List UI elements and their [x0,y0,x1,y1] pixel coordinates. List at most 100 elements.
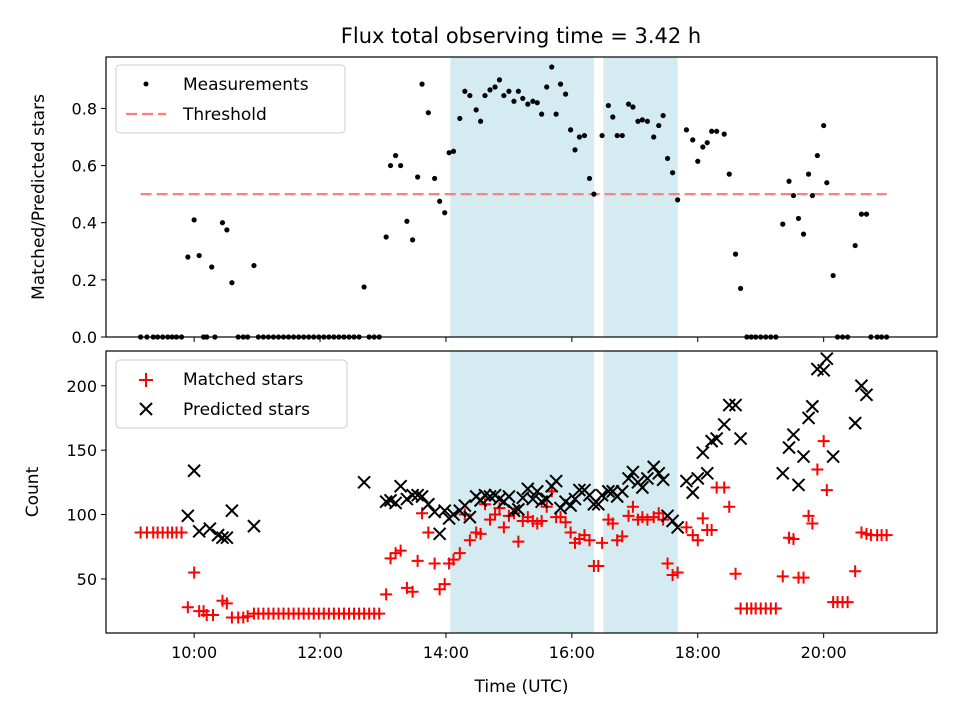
matched-star-point [207,608,220,621]
matched-star-point [188,566,201,579]
measurement-point [419,81,425,87]
measurement-point [830,272,836,279]
measurement-point [219,220,226,226]
measurement-point [656,122,662,129]
predicted-star-point [728,398,743,412]
matched-star-point [802,509,815,522]
measurement-point [196,252,202,259]
predicted-star-point [415,489,429,504]
shaded-interval-2 [603,351,678,633]
predicted-star-point [696,446,710,460]
measurement-point [496,77,503,83]
top-axes-frame [105,56,938,338]
measurement-point [383,234,389,240]
matched-star-point [769,602,782,615]
measurement-point [525,101,531,107]
bottom-panel: 50 100 150 200 10:00 12:00 14:00 16:00 18:00 20:… [23,350,938,697]
measurement-point [229,280,235,286]
matched-star-point [723,500,736,513]
top-legend-box [115,64,346,134]
legend-matched-label: Matched stars [183,370,303,390]
measurement-point [562,91,569,97]
predicted-star-point [526,492,540,506]
matched-star-point [606,517,619,530]
measurement-point [630,104,636,110]
predicted-star-point [187,464,201,478]
bottom-legend: Matched stars Predicted stars [115,359,348,429]
top-y-axis-ticks: 0.0 0.2 0.4 0.6 0.8 [72,99,106,347]
measurement-point [644,118,651,124]
measurement-point [487,87,493,93]
measurement-point [786,178,792,184]
measurement-point [651,134,657,140]
matched-star-point [578,529,591,542]
y-tick-label: 150 [66,441,97,460]
predicted-star-point [670,520,685,535]
predicted-star-point [820,352,834,366]
predicted-star-point [595,488,609,502]
top-panel: 0.00.20.40.60.8 Matched/Predicted stars … [29,56,938,347]
matched-star-point [493,502,506,515]
y-tick-label: 100 [66,506,97,525]
predicted-star-point [388,496,403,510]
measurement-point [586,175,593,182]
measurement-point [704,140,710,146]
matched-star-point [447,553,460,566]
matched-star-point [453,547,466,560]
predicted-star-point [691,471,705,486]
matched-star-point [797,571,810,584]
y-tick-label: 0.2 [72,271,97,290]
measurement-point [683,127,690,133]
measurement-point [511,98,517,104]
x-axis-label: Time (UTC) [474,677,569,697]
predicted-star-point [458,498,472,513]
matched-star-point [705,523,718,536]
legend-threshold-label: Threshold [182,105,267,125]
predicted-star-point [563,498,578,513]
top-x-axis-ticks [193,337,825,342]
measurement-point [669,170,676,176]
matched-star-point [616,530,629,543]
legend-predicted-marker [139,402,153,416]
measurement-point [432,175,438,182]
matched-star-point [241,610,254,623]
predicted-star-point [220,531,234,545]
predicted-star-point [572,483,587,497]
predicted-star-point [203,521,217,536]
predicted-star-point [722,398,736,412]
bottom-shaded-intervals [450,351,678,633]
matched-star-point [626,500,639,513]
measurement-point [462,88,468,94]
chart-title: Flux total observing time = 3.42 h [341,24,701,48]
matched-star-point [696,512,709,525]
matched-star-point [422,526,435,539]
measurement-point [695,158,701,164]
top-measurement-points [138,64,890,340]
measurement-point [442,210,448,216]
matched-star-point [841,596,854,609]
top-legend: Measurements Threshold [115,64,346,134]
shaded-interval-2 [603,57,678,337]
measurement-point [625,101,632,107]
predicted-stars-points [181,352,874,545]
matched-star-point [484,513,497,526]
measurement-point [858,211,865,217]
predicted-star-point [507,503,521,518]
matched-star-point [680,521,693,534]
matched-star-point [489,508,502,521]
bottom-y-axis-ticks: 50 100 150 200 [66,377,106,589]
measurement-point [409,237,416,243]
matched-star-point [592,560,605,573]
measurement-point [714,128,720,134]
matched-star-point [652,507,665,520]
predicted-star-point [437,503,452,518]
measurement-point [457,115,463,122]
measurement-point [477,118,484,124]
predicted-star-point [463,510,477,524]
predicted-star-point [686,485,700,500]
predicted-star-point [859,388,874,402]
measurement-point [392,152,399,159]
predicted-star-point [656,473,670,487]
measurement-point [660,112,666,119]
measurement-point [568,127,574,133]
